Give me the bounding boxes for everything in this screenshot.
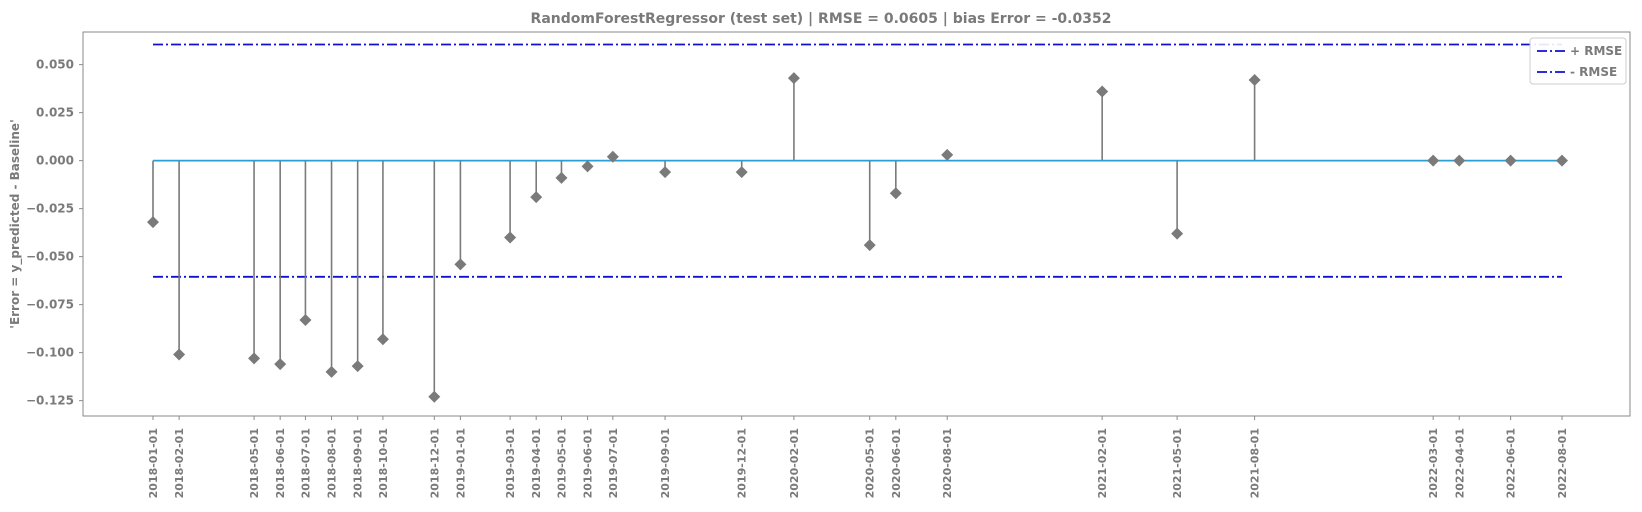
x-tick-label: 2021-05-01 (1171, 428, 1184, 498)
x-ticks: 2018-01-01 2018-02-01 2018-05-01 2018-06-01… (147, 416, 1569, 498)
data-point-marker (504, 231, 517, 244)
x-tick-label: 2018-02-01 (173, 428, 186, 498)
x-tick-label: 2021-02-01 (1096, 428, 1109, 498)
data-point-marker (863, 239, 876, 252)
x-tick-label: 2019-12-01 (736, 428, 749, 498)
data-point-marker (1171, 227, 1184, 240)
data-point-marker (173, 348, 186, 361)
data-point-marker (428, 390, 441, 403)
data-point-marker (454, 258, 467, 271)
x-tick-label: 2022-04-01 (1453, 428, 1466, 498)
x-tick-label: 2018-05-01 (248, 428, 261, 498)
y-tick-label: −0.025 (26, 202, 74, 216)
legend-box (1529, 37, 1627, 85)
x-tick-label: 2022-03-01 (1427, 428, 1440, 498)
rmse-lines (153, 43, 1562, 278)
x-tick-label: 2020-06-01 (890, 428, 903, 498)
data-point-marker (325, 365, 338, 378)
x-tick-label: 2018-09-01 (352, 428, 365, 498)
chart-title: RandomForestRegressor (test set) | RMSE … (531, 11, 1112, 27)
data-point-marker (299, 314, 312, 326)
legend: + RMSE - RMSE (1529, 37, 1627, 85)
x-tick-label: 2019-09-01 (659, 428, 672, 498)
x-tick-label: 2018-10-01 (377, 428, 390, 498)
x-tick-label: 2018-12-01 (428, 428, 441, 498)
data-point-marker (147, 216, 159, 229)
data-point-marker (1556, 154, 1568, 167)
stems (152, 78, 1256, 397)
data-point-marker (274, 358, 287, 371)
data-point-marker (248, 352, 261, 365)
x-tick-label: 2019-05-01 (555, 428, 568, 498)
data-point-marker (1453, 154, 1466, 167)
y-tick-label: −0.075 (26, 298, 74, 312)
data-point-marker (1248, 74, 1261, 86)
data-point-marker (376, 333, 389, 346)
data-point-marker (581, 160, 594, 173)
x-tick-label: 2020-08-01 (941, 428, 954, 498)
y-tick-label: 0.025 (36, 106, 74, 120)
x-tick-label: 2019-01-01 (454, 428, 467, 498)
y-tick-label: 0.000 (36, 154, 74, 168)
x-tick-label: 2022-06-01 (1505, 428, 1518, 498)
data-point-marker (1427, 154, 1440, 167)
data-point-marker (351, 360, 364, 373)
x-tick-label: 2018-06-01 (274, 428, 287, 498)
data-point-marker (735, 166, 748, 179)
markers (147, 72, 1568, 403)
x-tick-label: 2019-07-01 (607, 428, 620, 498)
data-point-marker (787, 72, 800, 85)
data-point-marker (530, 191, 543, 204)
data-point-marker (889, 187, 902, 200)
data-point-marker (659, 166, 672, 179)
x-tick-label: 2022-08-01 (1556, 428, 1569, 498)
legend-label-plus-rmse: + RMSE (1570, 44, 1622, 58)
x-tick-label: 2018-08-01 (326, 428, 339, 498)
plot-frame (82, 31, 1631, 417)
x-tick-label: 2018-01-01 (147, 428, 160, 498)
data-point-marker (1096, 85, 1109, 98)
y-tick-label: −0.125 (26, 394, 74, 408)
x-tick-label: 2020-02-01 (788, 428, 801, 498)
data-point-marker (941, 148, 954, 161)
y-tick-label: −0.100 (26, 346, 74, 360)
legend-label-minus-rmse: - RMSE (1570, 65, 1617, 79)
y-tick-label: 0.050 (36, 58, 74, 72)
x-tick-label: 2019-03-01 (504, 428, 517, 498)
x-tick-label: 2020-05-01 (864, 428, 877, 498)
data-point-marker (1504, 154, 1517, 167)
x-tick-label: 2018-07-01 (299, 428, 312, 498)
x-tick-label: 2019-06-01 (582, 428, 595, 498)
y-axis-label: 'Error = y_predicted - Baseline' (8, 119, 23, 328)
data-point-marker (555, 171, 568, 184)
data-point-marker (606, 150, 619, 163)
y-ticks: 0.050 0.025 0.000 −0.025 −0.050 −0.075 −0.100 −… (26, 58, 83, 408)
x-tick-label: 2019-04-01 (530, 428, 543, 498)
y-tick-label: −0.050 (26, 250, 74, 264)
x-tick-label: 2021-08-01 (1249, 428, 1262, 498)
